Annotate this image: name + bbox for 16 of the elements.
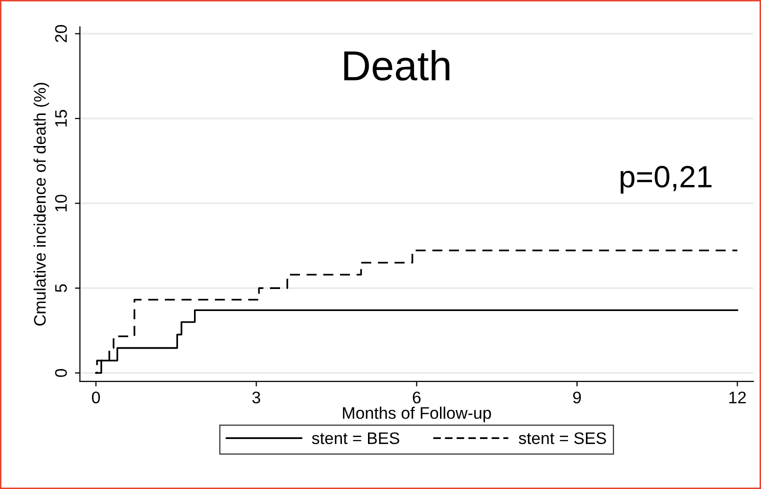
x-tick-label: 12: [729, 392, 746, 404]
x-tick-label: 6: [412, 392, 421, 404]
legend-label: stent = SES: [518, 432, 606, 444]
x-tick-label: 3: [252, 392, 260, 404]
y-tick-label: 5: [55, 284, 67, 292]
y-tick-label: 20: [55, 25, 67, 42]
y-axis-title: Cmulative incidence of death (%): [34, 82, 50, 326]
x-axis-title: Months of Follow-up: [342, 406, 491, 422]
y-tick-label: 0: [55, 368, 67, 377]
x-tick-label: 0: [92, 392, 100, 404]
x-tick-label: 9: [573, 392, 581, 404]
legend-label: stent = BES: [312, 432, 400, 444]
annotation: p=0,21: [620, 166, 712, 194]
y-tick-label: 10: [55, 194, 67, 212]
y-tick-label: 15: [55, 110, 67, 126]
chart-title: Death: [344, 50, 450, 81]
